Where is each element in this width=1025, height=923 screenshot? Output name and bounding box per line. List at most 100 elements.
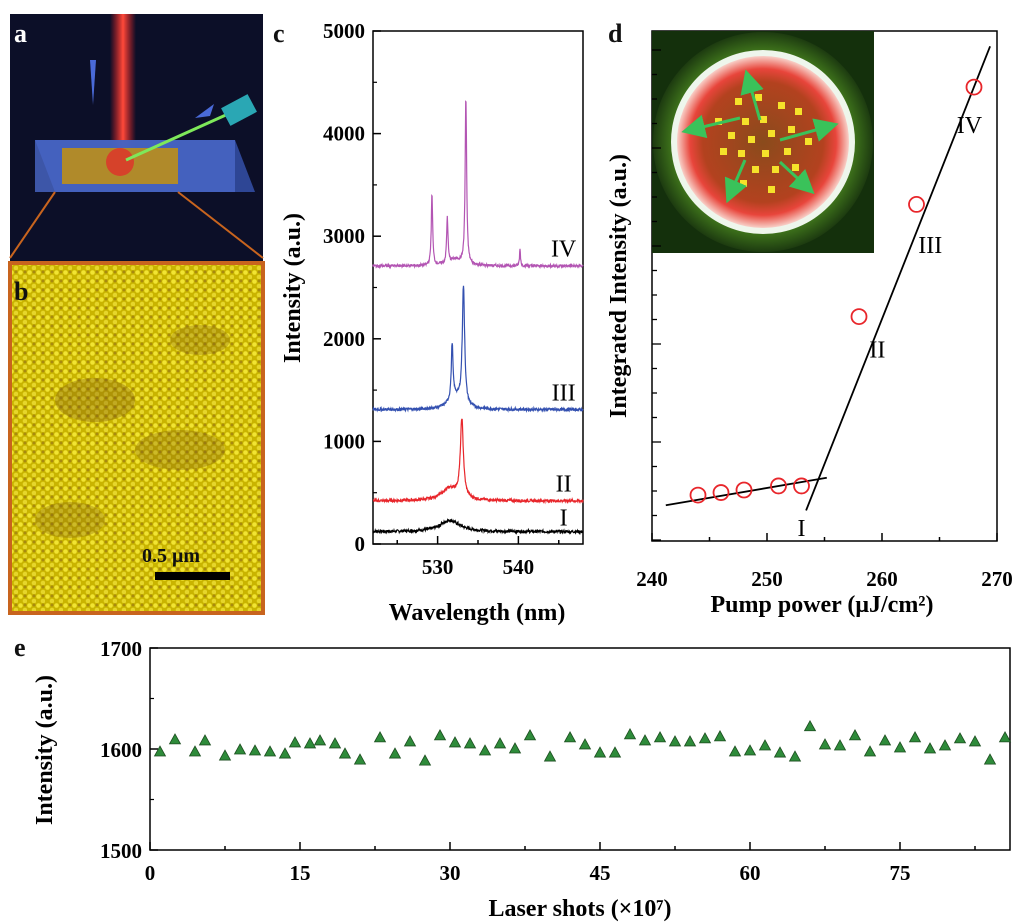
x-axis-label-e: Laser shots (×10⁷) [488,896,671,922]
data-point-triangle [638,734,652,746]
data-point-triangle [803,719,817,732]
point-label-III: III [918,233,942,259]
data-point-triangle [743,744,757,756]
panel-b-sem-image: b 0.5 μm [8,261,265,615]
data-point-triangle [668,735,682,747]
data-point-triangle [683,735,697,747]
inset-image [652,31,874,253]
data-point-triangle [788,750,802,762]
data-point-triangle [433,729,447,741]
data-point-triangle [608,746,622,758]
nanoparticle-marker [742,118,749,125]
data-point-triangle [908,731,922,743]
data-point-triangle [403,735,417,747]
data-point-triangle [328,737,342,749]
spectrum-line-II [372,418,584,505]
data-point-triangle [418,754,432,766]
data-point-triangle [653,731,667,743]
data-point-triangle [508,742,522,754]
nanoparticle-marker [805,138,812,145]
nanoparticle-marker [784,148,791,155]
nanoparticle-marker [760,116,767,123]
x-tick-label-e: 75 [890,861,911,885]
data-point-triangle [263,745,277,757]
spectrum-line-III [372,285,584,414]
data-point-triangle [313,734,327,746]
data-point [735,481,753,499]
data-point-triangle [353,753,367,765]
nanoparticle-marker [715,118,722,125]
nanoparticle-marker [795,108,802,115]
nanoparticle-marker [762,150,769,157]
nanoparticle-marker [778,102,785,109]
data-point-triangle [923,742,937,754]
nanoparticle-marker [772,166,779,173]
nanoparticle-marker [788,126,795,133]
data-point-triangle [758,739,772,751]
y-tick-label-c: 4000 [323,122,365,146]
data-point-triangle [833,739,847,751]
data-point-triangle [543,750,557,762]
nanoparticle-marker [768,186,775,193]
data-point-triangle [218,749,232,761]
x-tick-label-d: 260 [866,567,898,591]
data-point [770,477,787,495]
nanoparticle-marker [728,132,735,139]
y-tick-label-c: 2000 [323,327,365,351]
data-point [689,486,707,504]
y-tick-label-c: 3000 [323,224,365,248]
data-point-triangle [493,737,507,749]
scale-bar [155,572,230,580]
x-tick-label-d: 270 [981,567,1013,591]
data-point-triangle [998,731,1012,743]
data-point-triangle [713,730,727,742]
panel-e-stability: e 1500 1600 1700 0 15 30 45 60 75 Laser shots (×… [14,633,1012,922]
fit-line-below-threshold [665,476,827,507]
x-tick-label-e: 15 [290,861,311,885]
panel-label-d: d [608,19,623,48]
x-axis-label-d: Pump power (μJ/cm²) [711,592,934,618]
panel-label-a: a [14,19,27,48]
spectrum-line-I [372,518,584,536]
series-label-III: III [552,380,576,406]
series-label-II: II [556,472,572,498]
data-point-triangle [168,733,182,745]
y-tick-label-e: 1700 [100,637,142,661]
point-label-II: II [869,337,885,363]
data-point-triangle [303,737,317,749]
nanoparticle-marker [792,164,799,171]
y-axis-label-d: Integrated Intensity (a.u.) [606,154,632,418]
data-point-triangle [188,745,202,757]
data-point-triangle [938,739,952,751]
data-point-triangle [698,732,712,744]
data-point-triangle [968,735,982,747]
data-point-triangle [953,732,967,744]
nanoparticle-marker [720,148,727,155]
panel-a-schematic: a [9,14,264,261]
x-tick-label-e: 30 [440,861,461,885]
data-point-triangle [563,731,577,743]
data-point-triangle [728,745,742,757]
data-point-triangle [983,753,997,765]
data-point-triangle [288,736,302,748]
data-point-triangle [478,744,492,756]
nanoparticle-marker [740,180,747,187]
y-axis-label-c: Intensity (a.u.) [280,213,306,363]
data-point-triangle [373,731,387,743]
data-point-triangle [523,729,537,741]
series-label-I: I [560,506,568,532]
panel-label-b: b [14,277,28,306]
x-tick-label-d: 250 [751,567,783,591]
nanoparticle-marker [748,136,755,143]
x-tick-label-c: 530 [422,555,454,579]
data-point-triangle [198,734,212,746]
point-label-I: I [798,516,806,542]
data-point-triangle [248,744,262,756]
data-point-triangle [848,729,862,741]
data-point-triangle [773,746,787,758]
data-point-triangle [818,738,832,750]
x-tick-label-c: 540 [503,555,535,579]
y-tick-label-c: 1000 [323,429,365,453]
